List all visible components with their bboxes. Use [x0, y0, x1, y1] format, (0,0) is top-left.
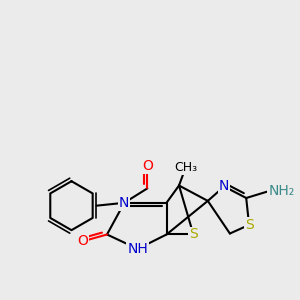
- Text: S: S: [189, 227, 198, 242]
- Text: O: O: [142, 159, 153, 173]
- Text: N: N: [219, 179, 229, 194]
- Text: S: S: [245, 218, 254, 232]
- Text: CH₃: CH₃: [174, 161, 197, 174]
- Text: NH: NH: [127, 242, 148, 256]
- Text: NH₂: NH₂: [268, 184, 295, 198]
- Text: N: N: [119, 196, 130, 210]
- Text: O: O: [78, 234, 88, 248]
